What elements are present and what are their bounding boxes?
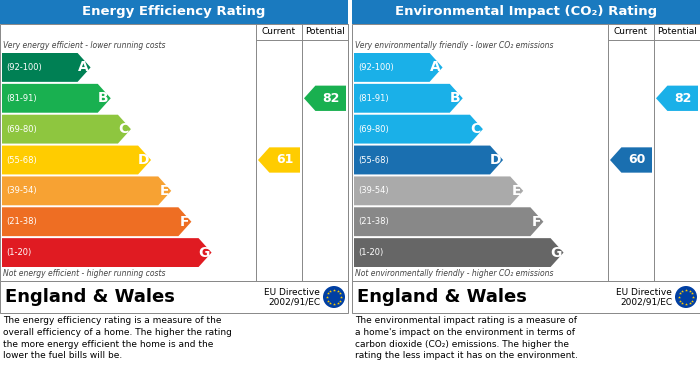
Text: Potential: Potential [305,27,345,36]
Circle shape [675,286,697,308]
Text: G: G [198,246,209,260]
Polygon shape [2,145,151,174]
Text: A: A [430,61,440,74]
Text: England & Wales: England & Wales [357,288,527,306]
Text: (55-68): (55-68) [358,156,388,165]
Text: C: C [470,122,481,136]
Text: E: E [160,184,169,198]
Polygon shape [2,115,131,143]
Text: The energy efficiency rating is a measure of the
overall efficiency of a home. T: The energy efficiency rating is a measur… [3,316,232,361]
Text: (92-100): (92-100) [6,63,42,72]
Text: EU Directive: EU Directive [616,288,672,297]
Polygon shape [2,176,172,205]
Text: G: G [550,246,561,260]
Text: D: D [489,153,501,167]
Bar [0,281,348,313]
Polygon shape [656,86,698,111]
Text: B: B [98,91,108,105]
Polygon shape [610,147,652,173]
Text: The environmental impact rating is a measure of
a home's impact on the environme: The environmental impact rating is a mea… [355,316,578,361]
Text: 61: 61 [276,154,293,167]
Text: 2002/91/EC: 2002/91/EC [268,297,320,306]
Text: Energy Efficiency Rating: Energy Efficiency Rating [83,5,266,18]
Text: (55-68): (55-68) [6,156,36,165]
Text: C: C [119,122,129,136]
Text: 60: 60 [628,154,645,167]
Text: Current: Current [614,27,648,36]
Bar [0,24,348,281]
Text: F: F [532,215,541,229]
Text: A: A [78,61,89,74]
Text: E: E [512,184,522,198]
Polygon shape [354,145,503,174]
Text: (69-80): (69-80) [358,125,388,134]
Text: 82: 82 [674,92,692,105]
Polygon shape [258,147,300,173]
Text: (81-91): (81-91) [358,94,388,103]
Circle shape [323,286,345,308]
Bar [352,281,700,313]
Text: Not energy efficient - higher running costs: Not energy efficient - higher running co… [3,269,165,278]
Text: Very energy efficient - lower running costs: Very energy efficient - lower running co… [3,41,165,50]
Polygon shape [2,207,191,236]
Text: (92-100): (92-100) [358,63,393,72]
Text: Potential: Potential [657,27,697,36]
Bar [352,0,700,24]
Text: (69-80): (69-80) [6,125,36,134]
Text: (1-20): (1-20) [358,248,384,257]
Text: (39-54): (39-54) [358,187,388,196]
Polygon shape [354,53,442,82]
Text: 2002/91/EC: 2002/91/EC [620,297,672,306]
Text: Very environmentally friendly - lower CO₂ emissions: Very environmentally friendly - lower CO… [355,41,554,50]
Bar [0,0,348,24]
Text: (21-38): (21-38) [6,217,36,226]
Text: England & Wales: England & Wales [5,288,175,306]
Polygon shape [304,86,346,111]
Text: Current: Current [262,27,296,36]
Text: B: B [450,91,461,105]
Polygon shape [2,84,111,113]
Polygon shape [354,84,463,113]
Text: F: F [180,215,190,229]
Text: Environmental Impact (CO₂) Rating: Environmental Impact (CO₂) Rating [395,5,657,18]
Polygon shape [354,238,564,267]
Text: D: D [138,153,149,167]
Polygon shape [2,238,211,267]
Text: 82: 82 [322,92,340,105]
Polygon shape [354,115,483,143]
Polygon shape [354,207,543,236]
Polygon shape [354,176,523,205]
Text: (21-38): (21-38) [358,217,388,226]
Text: (1-20): (1-20) [6,248,32,257]
Text: Not environmentally friendly - higher CO₂ emissions: Not environmentally friendly - higher CO… [355,269,554,278]
Text: (39-54): (39-54) [6,187,36,196]
Polygon shape [2,53,90,82]
Text: (81-91): (81-91) [6,94,36,103]
Bar [352,24,700,281]
Text: EU Directive: EU Directive [264,288,320,297]
